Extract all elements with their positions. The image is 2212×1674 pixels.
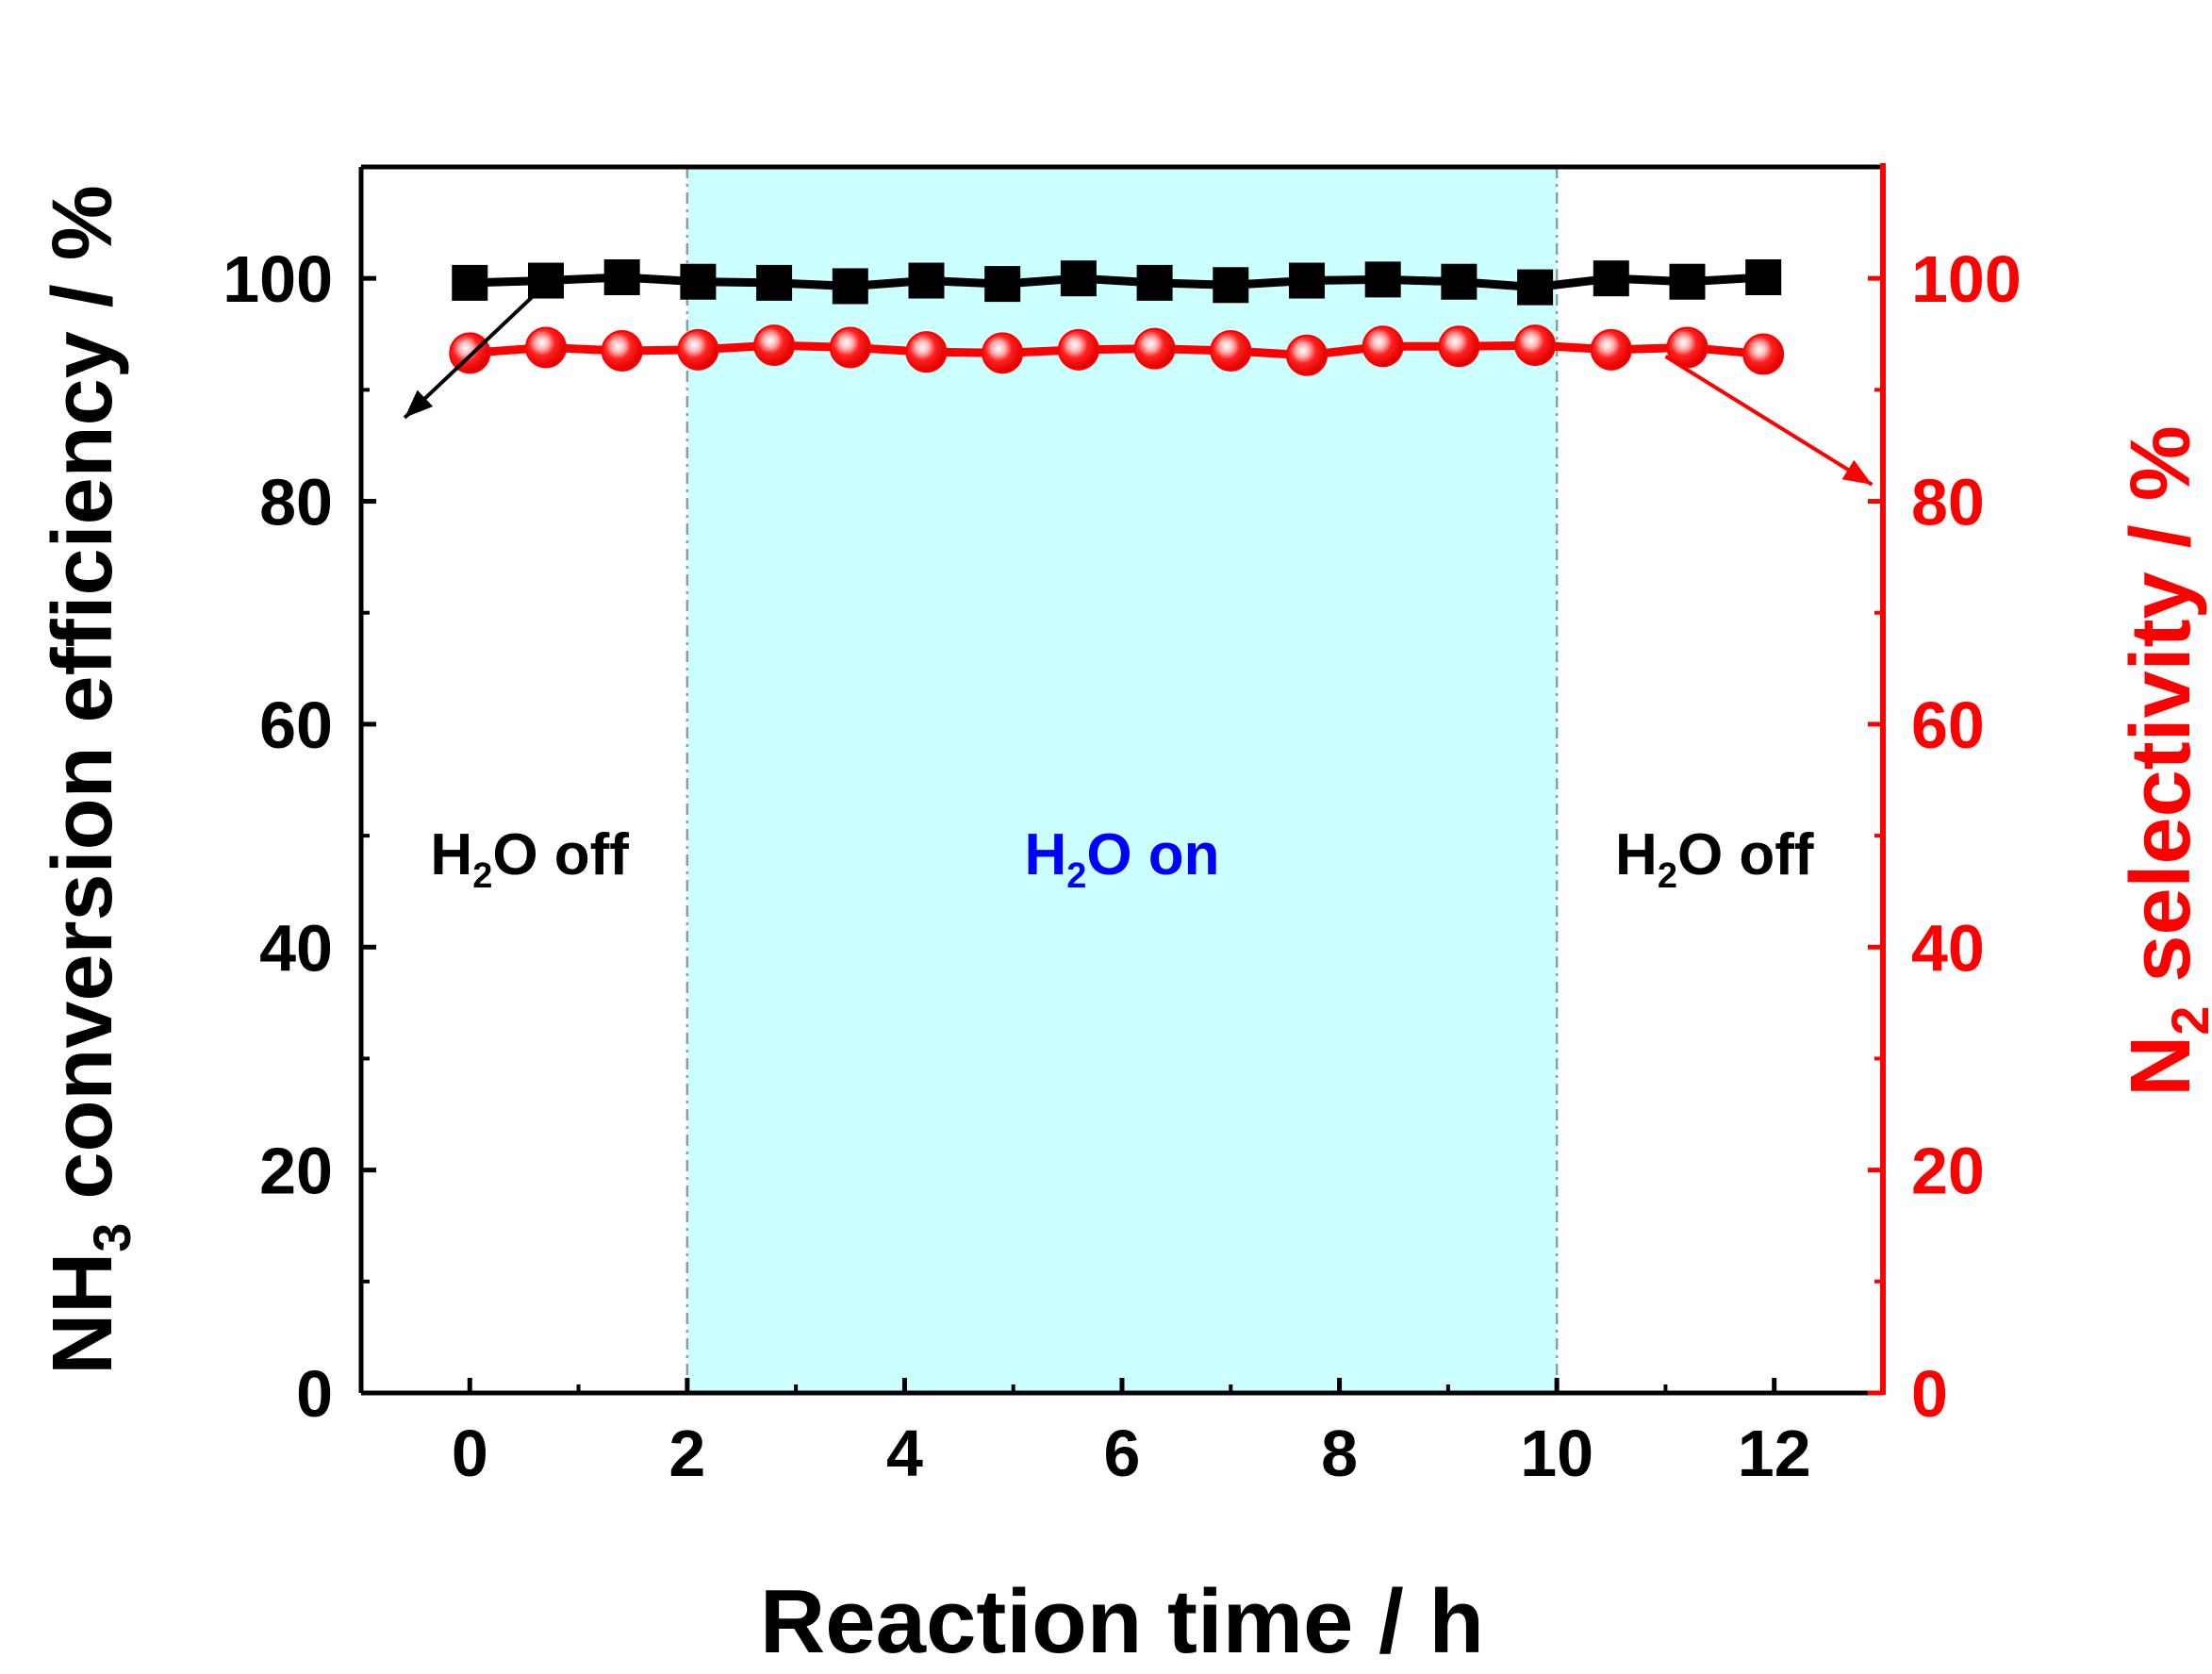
series-2-point: [677, 328, 719, 371]
series-2-point: [601, 330, 643, 372]
x-tick-label: 0: [452, 1417, 488, 1490]
y2-tick-label: 100: [1911, 242, 2022, 316]
y2-tick-label: 80: [1911, 466, 1985, 539]
series-2-point: [905, 331, 948, 373]
series-2-point: [1285, 334, 1328, 376]
arrow-1-head: [404, 389, 434, 418]
series-2-point: [1133, 327, 1176, 370]
y2-tick-label: 0: [1911, 1357, 1948, 1431]
series-2-point: [1438, 325, 1480, 368]
series-2-point: [829, 326, 871, 369]
y2-axis-title: N2 selectivity / %: [2114, 425, 2212, 1096]
y-tick-label: 80: [259, 466, 333, 539]
series-2-point: [1362, 325, 1404, 368]
x-axis-title: Reaction time / h: [760, 1571, 1484, 1672]
series-1-point: [1517, 269, 1554, 306]
x-tick-label: 8: [1321, 1417, 1358, 1490]
y-axis-title: NH3 conversion efficiency / %: [36, 185, 141, 1375]
series-2-point: [1514, 324, 1557, 367]
series-2-point: [1666, 326, 1709, 369]
y-tick-label: 100: [223, 242, 333, 316]
x-tick-label: 6: [1104, 1417, 1141, 1490]
series-2-point: [982, 332, 1024, 374]
series-1-point: [680, 263, 717, 300]
series-2-point: [1590, 328, 1632, 371]
y-tick-label: 0: [296, 1357, 333, 1431]
arrow-1: [403, 282, 548, 420]
series-1-point: [1288, 262, 1325, 299]
series-1-point: [1364, 261, 1401, 298]
series-2-point: [1742, 333, 1785, 375]
y-tick-label: 60: [259, 688, 333, 762]
x-tick-label: 4: [886, 1417, 923, 1490]
y2-tick-label: 20: [1911, 1135, 1985, 1208]
series-1-point: [1213, 267, 1249, 304]
y2-axis-title-group: N2 selectivity / %: [2114, 425, 2212, 1096]
x-tick-label: 10: [1520, 1417, 1593, 1490]
series-1-point: [984, 266, 1021, 303]
annotation-on: H2O on: [1024, 822, 1219, 896]
annotation-off-left: H2O off: [430, 822, 629, 896]
y2-tick-label: 40: [1911, 911, 1985, 985]
y-tick-label: 40: [259, 911, 333, 985]
series-1-point: [1593, 260, 1629, 297]
y-tick-label: 20: [259, 1135, 333, 1208]
series-1-point: [832, 268, 868, 305]
series-1-point: [1060, 260, 1097, 297]
series-1-point: [603, 259, 640, 295]
series-1-point: [527, 262, 564, 299]
series-2-point: [524, 326, 567, 369]
series-2-point: [1210, 330, 1252, 372]
series-1-point: [1441, 263, 1477, 300]
y2-tick-label: 60: [1911, 688, 1985, 762]
series-1-point: [1745, 259, 1782, 295]
shaded-region: [686, 167, 1558, 1393]
series-1-point: [452, 264, 488, 301]
series-1-point: [1136, 264, 1173, 301]
annotation-off-right: H2O off: [1615, 822, 1814, 896]
y-axis-title-group: NH3 conversion efficiency / %: [36, 185, 141, 1375]
arrow-2-head: [1841, 459, 1873, 485]
series-1-point: [1669, 263, 1706, 300]
series-2-point: [753, 324, 796, 367]
arrow-2: [1664, 355, 1874, 487]
series-1-point: [756, 264, 793, 301]
x-tick-label: 12: [1738, 1417, 1811, 1490]
series-2-point: [1057, 328, 1099, 371]
series-1-point: [908, 262, 945, 299]
x-tick-label: 2: [669, 1417, 705, 1490]
